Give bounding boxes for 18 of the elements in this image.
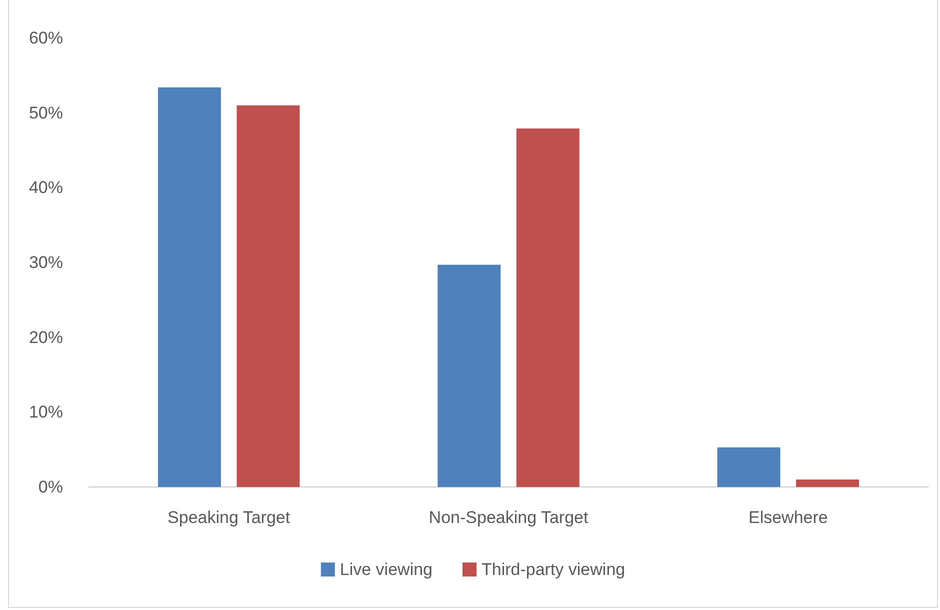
bar (717, 447, 780, 487)
x-tick-label: Elsewhere (748, 508, 828, 527)
bar (438, 264, 501, 487)
y-tick-label: 60% (28, 28, 63, 48)
bar (516, 128, 580, 487)
legend-label: Third-party viewing (482, 560, 626, 579)
x-tick-label: Non-Speaking Target (428, 508, 588, 527)
y-tick-label: 10% (28, 402, 63, 422)
y-tick-label: 50% (28, 103, 63, 122)
bar (236, 105, 300, 487)
y-tick-label: 40% (28, 178, 63, 198)
y-tick-label: 0% (38, 478, 63, 496)
x-tick-label: Speaking Target (168, 508, 290, 527)
bar (796, 480, 860, 487)
bar (158, 87, 221, 487)
y-tick-label: 20% (28, 328, 63, 347)
y-tick-label: 30% (28, 253, 63, 272)
legend-label: Live viewing (340, 560, 433, 579)
